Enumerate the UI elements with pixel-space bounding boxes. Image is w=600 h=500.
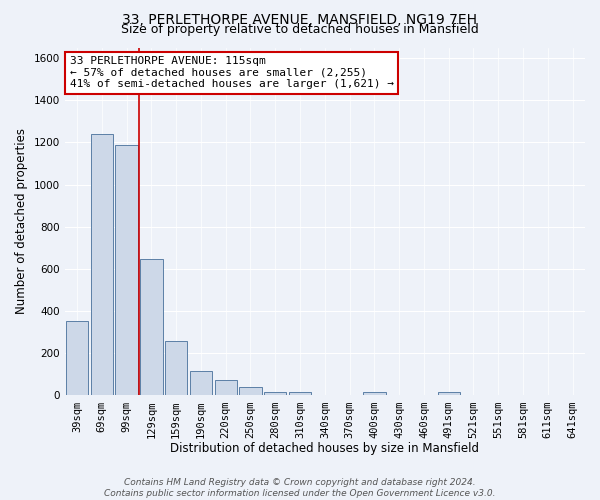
- Bar: [115, 144, 138, 396]
- Bar: [91, 134, 113, 396]
- Bar: [289, 392, 311, 396]
- X-axis label: Distribution of detached houses by size in Mansfield: Distribution of detached houses by size …: [170, 442, 479, 455]
- Bar: [66, 320, 88, 396]
- Bar: [190, 371, 212, 396]
- Bar: [264, 392, 286, 396]
- Text: 33, PERLETHORPE AVENUE, MANSFIELD, NG19 7EH: 33, PERLETHORPE AVENUE, MANSFIELD, NG19 …: [122, 12, 478, 26]
- Bar: [215, 380, 237, 396]
- Bar: [140, 260, 163, 396]
- Bar: [437, 392, 460, 396]
- Bar: [363, 392, 386, 396]
- Bar: [165, 340, 187, 396]
- Y-axis label: Number of detached properties: Number of detached properties: [15, 128, 28, 314]
- Bar: [239, 388, 262, 396]
- Text: 33 PERLETHORPE AVENUE: 115sqm
← 57% of detached houses are smaller (2,255)
41% o: 33 PERLETHORPE AVENUE: 115sqm ← 57% of d…: [70, 56, 394, 90]
- Text: Size of property relative to detached houses in Mansfield: Size of property relative to detached ho…: [121, 22, 479, 36]
- Text: Contains HM Land Registry data © Crown copyright and database right 2024.
Contai: Contains HM Land Registry data © Crown c…: [104, 478, 496, 498]
